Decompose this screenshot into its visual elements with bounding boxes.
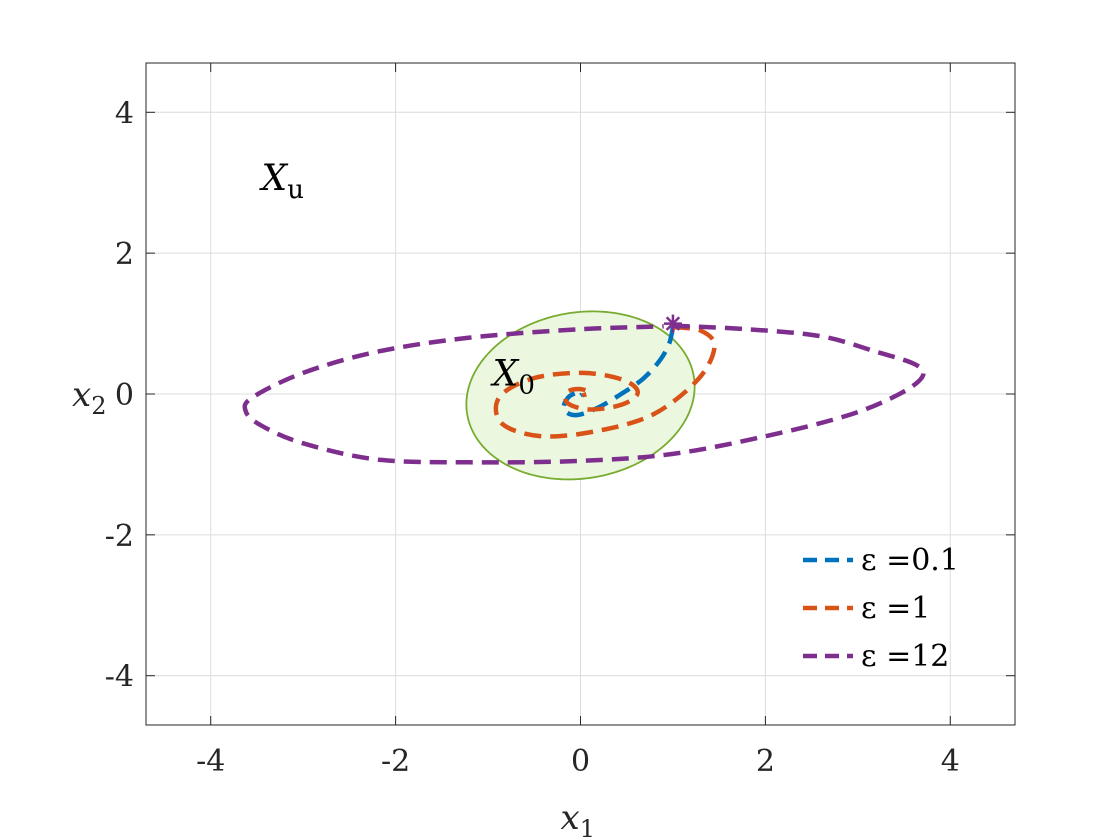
y-axis-label: x2 (72, 375, 106, 420)
region-label-x0: X0 (490, 354, 535, 401)
x-tick-label: 2 (756, 744, 775, 779)
y-tick-label: -4 (105, 660, 134, 695)
initial-point-marker (663, 314, 682, 333)
axis-ticks: -4 -2 0 2 4 -4 -2 0 2 4 (105, 63, 1015, 779)
x-tick-label: -2 (381, 744, 410, 779)
legend-label: ε =0.1 (861, 543, 959, 578)
y-tick-label: 4 (115, 96, 134, 131)
x-tick-label: 4 (941, 744, 960, 779)
legend-label: ε =1 (861, 591, 930, 626)
labels: x1 x2 Xu X0 (72, 158, 595, 840)
trajectory-series-0 (561, 326, 676, 418)
x-tick-label: 0 (571, 744, 590, 779)
y-tick-label: 2 (115, 237, 134, 272)
region-label-xu: Xu (259, 158, 304, 205)
legend: ε =0.1 ε =1 ε =12 (803, 543, 959, 674)
y-tick-label: -2 (105, 519, 134, 554)
trajectory-series-1 (493, 324, 717, 439)
grid (146, 63, 1015, 725)
trajectories (242, 314, 926, 465)
x-tick-label: -4 (196, 744, 225, 779)
x-axis-label: x1 (561, 798, 595, 840)
trajectory-series-2 (242, 323, 926, 465)
y-tick-label: 0 (115, 378, 134, 413)
legend-label: ε =12 (861, 639, 949, 674)
